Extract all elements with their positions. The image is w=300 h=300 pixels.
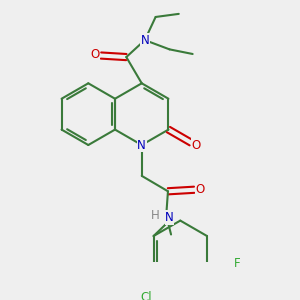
Text: N: N — [140, 34, 149, 46]
Text: O: O — [90, 48, 100, 62]
Text: F: F — [234, 257, 241, 270]
Text: N: N — [165, 211, 174, 224]
Text: O: O — [191, 139, 201, 152]
Text: H: H — [151, 209, 160, 223]
Text: N: N — [137, 139, 146, 152]
Text: O: O — [196, 183, 205, 196]
Text: Cl: Cl — [140, 291, 152, 300]
